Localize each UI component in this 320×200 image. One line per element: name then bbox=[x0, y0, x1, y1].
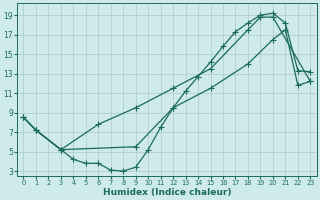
X-axis label: Humidex (Indice chaleur): Humidex (Indice chaleur) bbox=[103, 188, 231, 197]
